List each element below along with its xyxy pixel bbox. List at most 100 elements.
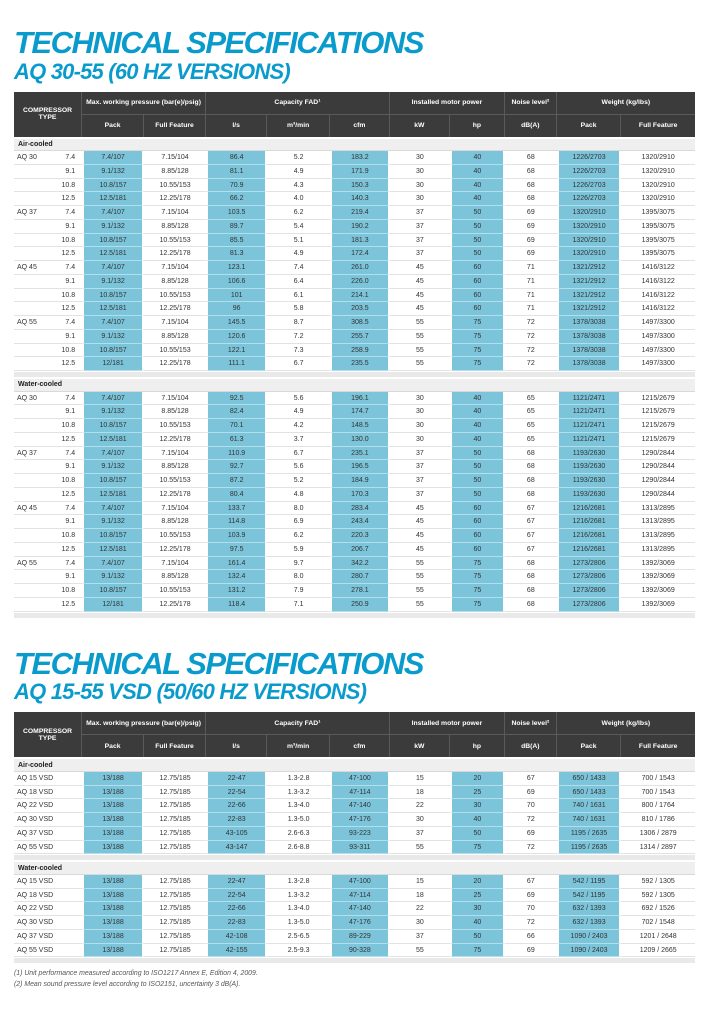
pressure-variant-label: 7.4 [65,394,76,402]
value-cell: 342.2 [329,556,390,571]
header-sub-8: Pack [556,114,622,137]
value-cell: 7.15/104 [144,446,207,461]
compressor-type-cell: AQ 18 VSD [14,888,83,903]
section-end-strip [14,611,695,618]
value-cell: 1226/2703 [556,192,622,207]
value-cell: 235.5 [329,357,390,372]
value-cell: 12.75/185 [144,888,207,903]
value-cell: 7.4/107 [82,206,145,220]
value-cell: 1193/2630 [556,460,622,475]
compressor-type-cell: AQ 30 7.4 [14,391,83,406]
value-cell: 1090 / 2403 [556,943,622,958]
header-sub-2: l/s [206,735,268,758]
value-cell: 9.1/132 [82,405,145,420]
value-cell: 1395/3075 [621,233,695,248]
page: TECHNICAL SPECIFICATIONS AQ 30-55 (60 HZ… [0,27,709,990]
value-cell: 1121/2471 [556,419,622,433]
value-cell: 1320/2910 [556,247,622,262]
value-cell: 60 [449,274,505,289]
value-cell: 4.9 [267,247,330,262]
value-cell: 47-100 [329,771,390,786]
table-row: AQ 55 7.4 7.4/107 7.15/104 145.5 8.7 308.5 55 75… [14,316,695,330]
value-cell: 72 [504,840,557,855]
value-cell: 7.15/104 [144,261,207,275]
model-label: AQ 22 VSD [17,802,54,810]
value-cell: 97.5 [206,542,268,557]
pressure-variant-label: 12.5 [61,545,76,553]
value-cell: 1290/2844 [621,446,695,461]
value-cell: 30 [449,902,505,917]
pressure-variant-label: 10.8 [61,181,76,189]
value-cell: 13/188 [82,888,145,903]
header-sub-7: dB(A) [504,735,557,758]
model-label: AQ 55 [17,559,37,567]
value-cell: 92.7 [206,460,268,475]
value-cell: 122.1 [206,343,268,358]
value-cell: 12.75/185 [144,813,207,827]
strip [14,854,695,861]
value-cell: 1321/2912 [556,288,622,303]
value-cell: 50 [449,487,505,502]
value-cell: 131.2 [206,584,268,598]
value-cell: 60 [449,529,505,543]
section-end-strip [14,371,695,378]
value-cell: 30 [389,432,450,447]
footnote-2: (2) Mean sound pressure level according … [14,980,241,988]
value-cell: 71 [504,288,557,303]
value-cell: 740 / 1631 [556,813,622,827]
compressor-type-inner: 9.1 [14,408,82,415]
section-label: Air-cooled [14,757,695,772]
value-cell: 114.8 [206,515,268,530]
value-cell: 3.7 [267,432,330,447]
value-cell: 55 [389,316,450,330]
compressor-type-inner: 9.1 [14,333,82,340]
value-cell: 9.1/132 [82,515,145,530]
model-label: AQ 30 [17,154,37,162]
value-cell: 5.6 [267,391,330,406]
table-row: AQ 30 VSD 13/188 12.75/185 22-83 1.3-5.0 47-1… [14,813,695,827]
table-row: 9.1 9.1/132 8.85/128 92.7 5.6 196.5 37 50 68 1193… [14,460,695,475]
value-cell: 10.55/153 [144,529,207,543]
compressor-type-cell: 12.5 [14,302,83,317]
value-cell: 75 [449,329,505,344]
value-cell: 12.5/181 [82,192,145,207]
value-cell: 30 [389,405,450,420]
compressor-type-inner: AQ 55 7.4 [14,560,82,567]
value-cell: 55 [389,329,450,344]
value-cell: 1392/3069 [621,556,695,571]
value-cell: 12.25/178 [144,487,207,502]
value-cell: 40 [449,916,505,930]
value-cell: 8.85/128 [144,570,207,585]
value-cell: 2.6-6.3 [267,826,330,841]
compressor-type-inner: AQ 30 VSD [14,816,82,823]
value-cell: 1090 / 2403 [556,929,622,944]
value-cell: 40 [449,419,505,433]
value-cell: 43-105 [206,826,268,841]
value-cell: 8.0 [267,570,330,585]
value-cell: 1378/3038 [556,329,622,344]
pressure-variant-label: 7.4 [65,504,76,512]
value-cell: 47-176 [329,916,390,930]
value-cell: 1193/2630 [556,487,622,502]
value-cell: 10.55/153 [144,178,207,193]
value-cell: 45 [389,529,450,543]
table-row: AQ 55 VSD 13/188 12.75/185 42-155 2.5-9.3 90-… [14,943,695,958]
value-cell: 1392/3069 [621,570,695,585]
compressor-type-inner: 9.1 [14,278,82,285]
value-cell: 1416/3122 [621,288,695,303]
header-group-2: Installed motor power [389,91,505,115]
value-cell: 92.5 [206,391,268,406]
value-cell: 123.1 [206,261,268,275]
value-cell: 9.1/132 [82,570,145,585]
spec-table-60hz: COMPRESSOR TYPE Max. working pressure (ba… [14,91,695,618]
value-cell: 40 [449,192,505,207]
value-cell: 206.7 [329,542,390,557]
value-cell: 69 [504,826,557,841]
value-cell: 1.3-3.2 [267,785,330,800]
value-cell: 1273/2806 [556,556,622,571]
value-cell: 118.4 [206,597,268,612]
value-cell: 70.9 [206,178,268,193]
value-cell: 1313/2895 [621,515,695,530]
value-cell: 1378/3038 [556,343,622,358]
footnotes: (1) Unit performance measured according … [14,969,695,990]
